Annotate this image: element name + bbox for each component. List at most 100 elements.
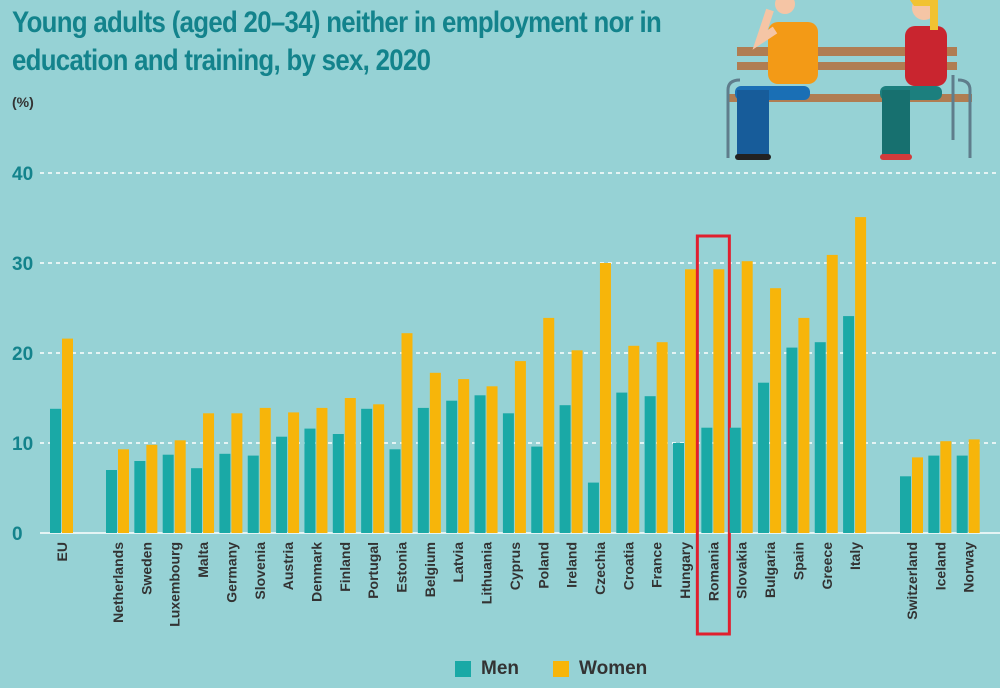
bar-women-austria	[288, 412, 300, 533]
bar-women-cyprus	[514, 361, 526, 533]
bar-women-romania	[713, 269, 725, 533]
bar-women-switzerland	[912, 457, 923, 533]
x-tick-label: Czechia	[592, 542, 608, 595]
bar-men-france	[644, 396, 656, 533]
y-axis-unit: (%)	[12, 94, 34, 110]
x-tick-label: Italy	[847, 542, 863, 570]
bar-men-malta	[191, 468, 203, 533]
bar-women-czechia	[599, 263, 611, 533]
y-tick-label: 0	[12, 524, 23, 545]
x-tick-label: Spain	[790, 542, 806, 580]
bar-women-luxembourg	[174, 440, 186, 533]
bar-women-france	[656, 342, 668, 533]
y-tick-label: 40	[12, 164, 33, 185]
legend: Men Women	[455, 658, 647, 680]
bar-women-denmark	[316, 407, 328, 533]
bar-women-iceland	[940, 441, 952, 533]
legend-item-men: Men	[455, 658, 519, 680]
bar-men-eu	[50, 408, 61, 533]
bar-women-spain	[798, 317, 810, 533]
bar-women-lithuania	[486, 386, 498, 533]
bar-men-poland	[531, 446, 543, 533]
x-tick-label: Sweden	[138, 542, 154, 595]
bar-men-bulgaria	[758, 382, 770, 533]
x-tick-label: EU	[54, 542, 70, 561]
x-tick-label: Romania	[705, 542, 721, 601]
bar-women-norway	[968, 439, 980, 533]
x-tick-label: Denmark	[308, 542, 324, 602]
x-tick-label: Portugal	[365, 542, 381, 599]
bar-men-lithuania	[474, 395, 486, 533]
bar-men-latvia	[446, 400, 458, 533]
x-tick-label: Switzerland	[904, 542, 920, 620]
bar-women-germany	[231, 413, 243, 533]
bar-men-norway	[956, 455, 968, 533]
legend-label-women: Women	[579, 658, 648, 679]
bar-men-iceland	[928, 455, 940, 533]
bar-men-romania	[701, 427, 713, 533]
bar-men-belgium	[417, 407, 429, 533]
bar-women-hungary	[685, 269, 696, 533]
x-tick-label: Greece	[819, 542, 835, 590]
y-tick-label: 30	[12, 254, 33, 275]
bar-women-belgium	[429, 372, 441, 533]
bar-men-sweden	[134, 461, 146, 533]
x-tick-label: Norway	[961, 542, 977, 593]
bar-women-portugal	[373, 404, 385, 533]
bar-women-netherlands	[118, 449, 129, 533]
y-tick-label: 20	[12, 344, 33, 365]
bar-women-latvia	[458, 379, 470, 533]
x-tick-label: Austria	[280, 542, 296, 590]
bar-men-greece	[814, 342, 826, 533]
y-tick-label: 10	[12, 434, 33, 455]
bar-men-estonia	[389, 449, 401, 533]
x-tick-label: France	[649, 542, 665, 588]
bar-men-czechia	[587, 482, 599, 533]
bar-women-italy	[855, 217, 867, 533]
x-tick-label: Hungary	[677, 542, 693, 599]
x-tick-label: Slovenia	[252, 542, 268, 600]
bar-men-italy	[843, 316, 855, 533]
bar-women-eu	[62, 338, 73, 533]
bar-women-croatia	[628, 345, 640, 533]
x-tick-label: Belgium	[422, 542, 438, 597]
bar-men-hungary	[673, 443, 684, 533]
x-tick-label: Malta	[195, 542, 211, 578]
x-tick-label: Germany	[223, 542, 239, 603]
bar-men-netherlands	[106, 470, 117, 533]
bar-men-cyprus	[502, 413, 514, 533]
bar-women-greece	[826, 254, 838, 533]
x-tick-label: Cyprus	[507, 542, 523, 590]
x-tick-label: Latvia	[450, 542, 466, 583]
x-tick-label: Finland	[337, 542, 353, 592]
x-tick-label: Slovakia	[734, 542, 750, 599]
bar-men-switzerland	[900, 476, 911, 533]
bar-men-finland	[332, 434, 344, 533]
bar-women-poland	[543, 317, 555, 533]
bar-women-bulgaria	[770, 288, 782, 533]
bar-men-spain	[786, 347, 798, 533]
bar-women-malta	[203, 413, 215, 533]
bar-women-slovakia	[741, 261, 753, 533]
bar-women-slovenia	[259, 407, 271, 533]
bar-men-portugal	[361, 408, 373, 533]
bar-men-croatia	[616, 392, 628, 533]
bar-men-germany	[219, 453, 231, 533]
bar-women-finland	[344, 398, 356, 533]
bar-men-slovakia	[729, 427, 741, 533]
bar-men-slovenia	[247, 455, 259, 533]
chart-title: Young adults (aged 20–34) neither in emp…	[12, 4, 700, 80]
x-tick-label: Bulgaria	[762, 542, 778, 598]
x-tick-label: Lithuania	[479, 542, 495, 604]
bar-men-luxembourg	[162, 454, 174, 533]
bar-men-ireland	[559, 405, 571, 533]
x-tick-label: Netherlands	[110, 542, 126, 623]
legend-item-women: Women	[553, 658, 647, 680]
highlight-box	[695, 234, 731, 636]
x-tick-label: Estonia	[394, 542, 410, 593]
legend-label-men: Men	[481, 658, 519, 679]
chart-title-text: Young adults (aged 20–34) neither in emp…	[12, 6, 662, 77]
legend-swatch-women	[553, 661, 569, 677]
bar-women-estonia	[401, 333, 413, 533]
